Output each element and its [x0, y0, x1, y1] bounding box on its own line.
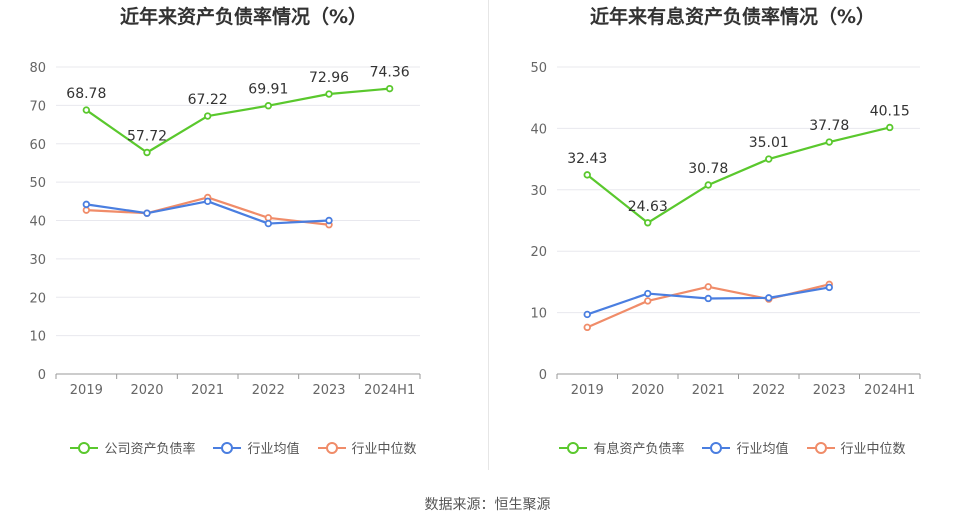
- series-line: [586, 126, 891, 224]
- data-point: [325, 90, 333, 98]
- data-label: 40.15: [870, 103, 910, 119]
- legend-line-icon: [213, 441, 242, 455]
- legend-item-series-3[interactable]: 行业中位数: [806, 438, 906, 457]
- legend: 公司资产负债率 行业均值 行业中位数: [0, 438, 487, 457]
- data-label: 67.22: [188, 92, 228, 108]
- data-point: [264, 102, 273, 110]
- y-tick-label: 50: [29, 176, 46, 191]
- data-label: 37.78: [809, 118, 849, 134]
- data-point: [704, 283, 712, 291]
- data-point: [203, 197, 212, 206]
- data-label: 30.78: [688, 161, 728, 177]
- data-point: [203, 112, 212, 120]
- data-point: [82, 200, 91, 209]
- legend-label: 行业均值: [736, 442, 789, 457]
- data-point: [143, 209, 151, 217]
- data-point: [886, 123, 894, 132]
- y-tick-label: 10: [530, 307, 547, 322]
- y-tick-label: 40: [29, 215, 46, 230]
- legend-line-icon: [70, 441, 99, 455]
- chart-title: 近年来资产负债率情况（%）: [119, 6, 368, 28]
- data-point: [143, 148, 151, 157]
- y-tick-label: 50: [530, 61, 547, 76]
- y-tick-label: 60: [29, 138, 46, 153]
- data-point: [583, 323, 591, 332]
- data-point: [583, 171, 591, 179]
- legend-label: 有息资产负债率: [593, 442, 685, 457]
- chart-panel-left: 近年来资产负债率情况（%） 0 10 20 30 40 50 60 70 80 2019 2020 2…: [0, 0, 487, 470]
- chart-title: 近年来有息资产负债率情况（%）: [589, 6, 876, 28]
- chart-panel-right: 近年来有息资产负债率情况（%） 0 10 20 30 40 50 2019 2020 2021 2…: [490, 0, 975, 470]
- data-label: 72.96: [309, 70, 349, 86]
- x-tick-label: 2023: [312, 383, 345, 398]
- legend-line-icon: [806, 441, 835, 455]
- data-point: [644, 289, 652, 298]
- data-point: [704, 294, 712, 303]
- legend-line-icon: [559, 441, 588, 455]
- legend-item-series-1[interactable]: 有息资产负债率: [559, 438, 684, 457]
- data-label: 74.36: [370, 65, 410, 81]
- data-point: [765, 294, 773, 302]
- legend-label: 行业中位数: [351, 442, 417, 457]
- panel-divider: [488, 0, 489, 470]
- legend-item-series-1[interactable]: 公司资产负债率: [70, 438, 195, 457]
- y-tick-label: 10: [29, 330, 46, 345]
- y-tick-label: 70: [29, 99, 46, 114]
- data-point: [385, 84, 394, 93]
- series-line: [586, 283, 830, 329]
- x-tick-label: 2024H1: [864, 383, 915, 398]
- data-point: [825, 283, 833, 292]
- y-tick-label: 30: [530, 184, 547, 199]
- x-tick-label: 2021: [692, 383, 725, 398]
- legend-label: 行业均值: [247, 442, 300, 457]
- y-tick-label: 20: [29, 291, 46, 306]
- x-tick-label: 2019: [571, 383, 604, 398]
- data-point: [325, 216, 333, 225]
- data-label: 24.63: [628, 199, 668, 215]
- y-tick-label: 40: [530, 122, 547, 137]
- legend-item-series-2[interactable]: 行业均值: [702, 438, 789, 457]
- data-source-note: 数据来源：恒生聚源: [424, 497, 551, 513]
- x-tick-label: 2024H1: [364, 383, 415, 398]
- legend-label: 公司资产负债率: [104, 442, 196, 457]
- legend-label: 行业中位数: [840, 442, 906, 457]
- legend-line-icon: [317, 441, 346, 455]
- y-tick-label: 30: [29, 253, 46, 268]
- data-point: [82, 206, 91, 214]
- data-point: [644, 219, 652, 227]
- line-chart-svg: 0 10 20 30 40 50 2019 2020 2021 2022 2023 2024H1 32.…: [530, 61, 921, 398]
- data-label: 32.43: [567, 151, 607, 167]
- data-point: [825, 138, 833, 146]
- y-tick-label: 0: [38, 368, 46, 383]
- data-point: [264, 219, 273, 228]
- x-tick-label: 2022: [752, 383, 785, 398]
- data-label: 57.72: [127, 128, 167, 144]
- y-tick-label: 20: [530, 245, 547, 260]
- x-tick-label: 2023: [813, 383, 846, 398]
- data-point: [82, 106, 91, 114]
- y-tick-label: 0: [539, 368, 547, 383]
- x-tick-label: 2020: [631, 383, 664, 398]
- y-tick-label: 80: [29, 61, 46, 76]
- data-label: 69.91: [248, 82, 288, 98]
- series-line: [85, 87, 390, 154]
- legend-item-series-3[interactable]: 行业中位数: [317, 438, 417, 457]
- x-tick-label: 2020: [130, 383, 163, 398]
- legend: 有息资产负债率 行业均值 行业中位数: [490, 438, 975, 457]
- data-point: [644, 297, 652, 305]
- legend-item-series-2[interactable]: 行业均值: [213, 438, 300, 457]
- x-tick-label: 2021: [191, 383, 224, 398]
- data-point: [264, 214, 273, 222]
- data-point: [765, 155, 773, 163]
- x-tick-label: 2022: [252, 383, 285, 398]
- data-label: 68.78: [66, 86, 106, 102]
- line-chart-svg: 0 10 20 30 40 50 60 70 80 2019 2020 2021 2022 2023 202…: [29, 61, 421, 398]
- data-point: [583, 310, 591, 319]
- data-label: 35.01: [749, 135, 789, 151]
- legend-line-icon: [702, 441, 731, 455]
- data-point: [704, 181, 712, 189]
- x-tick-label: 2019: [70, 383, 103, 398]
